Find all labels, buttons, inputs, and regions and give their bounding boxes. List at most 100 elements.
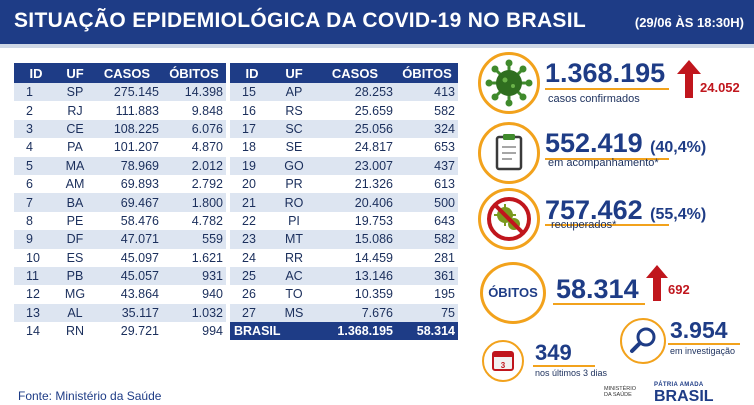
cell-obitos: 413 [396,83,458,102]
calendar-icon: 3 [482,340,524,382]
col-header-obitos: ÓBITOS [162,63,226,83]
cell-uf: AM [65,177,85,192]
cell-casos: 25.056 [314,119,396,139]
last-days-underline [533,365,595,367]
cell-uf: BA [58,193,92,212]
virus-icon [478,52,540,114]
cell-id: 9 [14,230,58,249]
cell-obitos: 653 [434,140,455,155]
cell-id: 7 [14,193,58,212]
table-row: 2 RJ 111.883 9.848 [14,101,226,119]
deaths-value: 58.314 [556,274,639,304]
recovered-number: 757.462 [545,195,643,225]
cell-id: 5 [14,156,58,175]
cell-uf: PE [66,213,84,228]
cell-uf: AL [58,303,92,323]
cell-id: 13 [14,303,58,323]
monitoring-value: 552.419 (40,4%) [545,128,706,159]
magnifier-icon [620,318,666,364]
cell-id: 23 [230,230,274,249]
table-row: 12 MG 43.864 940 [14,285,226,303]
cell-obitos: 281 [434,250,455,265]
investigation-value: 3.954 [670,317,728,343]
table-row: 24 RR 14.459 281 [230,249,458,267]
cell-uf: AC [274,266,314,286]
cell-casos: 69.893 [120,177,159,192]
table-header-row: ID UF CASOS ÓBITOS [230,63,458,83]
gov-tagline: PÁTRIA AMADA [654,382,704,388]
investigation-label: em investigação [670,346,736,356]
source-note: Fonte: Ministério da Saúde [18,389,162,403]
deaths-badge: ÓBITOS [480,262,546,324]
cell-uf: MG [64,287,86,302]
cell-id: 17 [230,119,274,139]
cell-obitos: 613 [434,177,455,192]
table-row: 3 CE 108.225 6.076 [14,119,226,139]
states-table-right: ID UF CASOS ÓBITOS 15 AP 28.253 413 16 RS 25.6… [230,63,458,341]
table-row: 7 BA 69.467 1.800 [14,193,226,212]
last-days-label: nos últimos 3 dias [535,368,608,378]
deaths-underline [553,303,645,305]
states-table-left: ID UF CASOS ÓBITOS 1 SP 275.145 14.398 2 RJ 11… [14,63,226,340]
cell-obitos: 324 [396,119,458,139]
cell-uf: MS [274,303,314,323]
cell-casos: 21.326 [354,177,393,192]
cell-uf: MA [58,156,92,175]
table-row: 10 ES 45.097 1.621 [14,249,226,267]
cell-id: 19 [230,156,274,175]
cell-uf: GO [274,156,314,175]
cell-casos: 45.097 [120,250,159,265]
table-row: 23 MT 15.086 582 [230,230,458,249]
cell-casos: 78.969 [92,156,162,175]
table-row: 19 GO 23.007 437 [230,156,458,175]
monitoring-number: 552.419 [545,128,643,158]
cell-uf: ES [66,250,84,265]
cell-obitos: 1.032 [162,303,226,323]
no-virus-icon [478,188,540,250]
clipboard-icon [478,122,540,184]
cell-casos: 24.817 [354,140,393,155]
table-row: 15 AP 28.253 413 [230,83,458,102]
cell-uf: PR [285,177,303,192]
ministry-logo: MINISTÉRIO DA SAÚDE [604,386,637,398]
cell-casos: 28.253 [314,83,396,102]
cell-casos: 101.207 [113,140,159,155]
table-row: 5 MA 78.969 2.012 [14,156,226,175]
cell-id: 4 [26,140,33,155]
cell-uf: TO [285,287,303,302]
cell-id: 3 [14,119,58,139]
confirmed-delta: 24.052 [700,80,740,95]
cell-id: 21 [230,193,274,212]
table-row: 16 RS 25.659 582 [230,101,458,119]
cell-id: 8 [26,213,33,228]
total-obitos: 58.314 [396,322,458,341]
monitoring-label: em acompanhamento* [548,157,659,169]
cell-obitos: 582 [434,103,455,118]
cell-obitos: 940 [202,287,223,302]
recovered-label: recuperados* [551,219,617,231]
monitoring-underline [545,158,669,160]
cell-casos: 35.117 [92,303,162,323]
cell-uf: DF [58,230,92,249]
cell-id: 12 [26,287,40,302]
cell-obitos: 1.800 [162,193,226,212]
cell-id: 26 [242,287,256,302]
cell-casos: 108.225 [92,119,162,139]
cell-casos: 13.146 [314,266,396,286]
table-row: 27 MS 7.676 75 [230,303,458,323]
table-row: 11 PB 45.057 931 [14,266,226,286]
confirmed-label: casos confirmados [548,93,640,105]
gov-brasil-logo: PÁTRIA AMADA BRASIL [654,382,714,405]
cell-obitos: 2.792 [191,177,223,192]
cell-obitos: 6.076 [162,119,226,139]
table-row: 8 PE 58.476 4.782 [14,212,226,230]
cell-obitos: 361 [396,266,458,286]
table-row: 14 RN 29.721 994 [14,322,226,340]
cell-id: 22 [242,213,256,228]
table-row: 17 SC 25.056 324 [230,119,458,139]
total-label: BRASIL [230,322,314,341]
cell-casos: 10.359 [354,287,393,302]
col-header-casos: CASOS [314,63,396,83]
table-row: 21 RO 20.406 500 [230,193,458,212]
arrow-up-icon [677,60,701,98]
